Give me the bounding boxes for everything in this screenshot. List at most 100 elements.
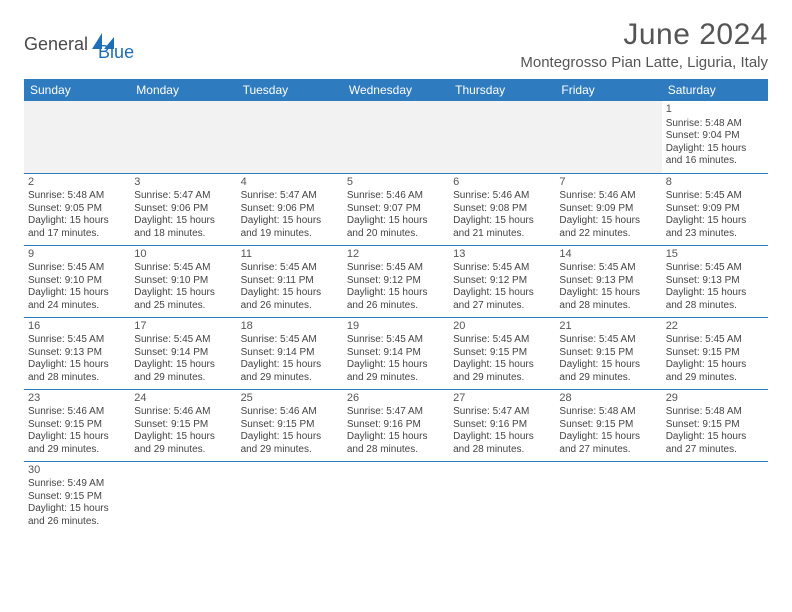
daylight-text: and 29 minutes.	[241, 372, 339, 385]
sunrise-text: Sunrise: 5:45 AM	[666, 262, 764, 275]
sunset-text: Sunset: 9:13 PM	[559, 275, 657, 288]
sunrise-text: Sunrise: 5:46 AM	[134, 406, 232, 419]
daylight-text: and 18 minutes.	[134, 228, 232, 241]
calendar-day-cell: 24Sunrise: 5:46 AMSunset: 9:15 PMDayligh…	[130, 389, 236, 461]
daylight-text: and 27 minutes.	[666, 444, 764, 457]
daylight-text: Daylight: 15 hours	[28, 503, 126, 516]
calendar-day-cell: 13Sunrise: 5:45 AMSunset: 9:12 PMDayligh…	[449, 245, 555, 317]
day-number: 10	[134, 248, 232, 262]
sunset-text: Sunset: 9:06 PM	[241, 203, 339, 216]
day-number: 13	[453, 248, 551, 262]
sunset-text: Sunset: 9:15 PM	[241, 419, 339, 432]
day-number: 7	[559, 176, 657, 190]
daylight-text: Daylight: 15 hours	[347, 431, 445, 444]
sunset-text: Sunset: 9:15 PM	[28, 419, 126, 432]
daylight-text: and 26 minutes.	[28, 516, 126, 529]
daylight-text: and 26 minutes.	[347, 300, 445, 313]
sunset-text: Sunset: 9:09 PM	[666, 203, 764, 216]
daylight-text: Daylight: 15 hours	[666, 143, 764, 156]
sunset-text: Sunset: 9:12 PM	[453, 275, 551, 288]
title-block: June 2024 Montegrosso Pian Latte, Liguri…	[520, 18, 768, 71]
day-number: 8	[666, 176, 764, 190]
calendar-day-cell: 15Sunrise: 5:45 AMSunset: 9:13 PMDayligh…	[662, 245, 768, 317]
logo-text-blue: Blue	[98, 42, 134, 62]
day-number: 23	[28, 392, 126, 406]
daylight-text: and 23 minutes.	[666, 228, 764, 241]
daylight-text: and 29 minutes.	[134, 372, 232, 385]
day-number: 19	[347, 320, 445, 334]
daylight-text: Daylight: 15 hours	[241, 215, 339, 228]
day-number: 28	[559, 392, 657, 406]
sunrise-text: Sunrise: 5:45 AM	[347, 334, 445, 347]
weekday-header: Saturday	[662, 79, 768, 101]
logo-text-general: General	[24, 34, 88, 55]
calendar-day-cell: 12Sunrise: 5:45 AMSunset: 9:12 PMDayligh…	[343, 245, 449, 317]
calendar-day-cell	[237, 461, 343, 533]
day-number: 2	[28, 176, 126, 190]
sunrise-text: Sunrise: 5:45 AM	[666, 334, 764, 347]
sunrise-text: Sunrise: 5:46 AM	[453, 190, 551, 203]
sunrise-text: Sunrise: 5:45 AM	[347, 262, 445, 275]
sunrise-text: Sunrise: 5:48 AM	[559, 406, 657, 419]
weekday-header: Thursday	[449, 79, 555, 101]
sunrise-text: Sunrise: 5:47 AM	[347, 406, 445, 419]
daylight-text: Daylight: 15 hours	[28, 359, 126, 372]
daylight-text: and 28 minutes.	[559, 300, 657, 313]
sunrise-text: Sunrise: 5:46 AM	[347, 190, 445, 203]
calendar-day-cell: 16Sunrise: 5:45 AMSunset: 9:13 PMDayligh…	[24, 317, 130, 389]
sunrise-text: Sunrise: 5:46 AM	[559, 190, 657, 203]
daylight-text: and 24 minutes.	[28, 300, 126, 313]
calendar-day-cell: 20Sunrise: 5:45 AMSunset: 9:15 PMDayligh…	[449, 317, 555, 389]
day-number: 9	[28, 248, 126, 262]
daylight-text: Daylight: 15 hours	[559, 287, 657, 300]
calendar-day-cell: 30Sunrise: 5:49 AMSunset: 9:15 PMDayligh…	[24, 461, 130, 533]
calendar-day-cell: 29Sunrise: 5:48 AMSunset: 9:15 PMDayligh…	[662, 389, 768, 461]
calendar-day-cell	[343, 461, 449, 533]
daylight-text: Daylight: 15 hours	[453, 359, 551, 372]
calendar-day-cell: 19Sunrise: 5:45 AMSunset: 9:14 PMDayligh…	[343, 317, 449, 389]
daylight-text: Daylight: 15 hours	[559, 431, 657, 444]
day-number: 3	[134, 176, 232, 190]
sunrise-text: Sunrise: 5:45 AM	[666, 190, 764, 203]
calendar-day-cell: 5Sunrise: 5:46 AMSunset: 9:07 PMDaylight…	[343, 173, 449, 245]
sunset-text: Sunset: 9:10 PM	[28, 275, 126, 288]
calendar-day-cell: 1Sunrise: 5:48 AMSunset: 9:04 PMDaylight…	[662, 101, 768, 173]
calendar-day-cell: 17Sunrise: 5:45 AMSunset: 9:14 PMDayligh…	[130, 317, 236, 389]
day-number: 22	[666, 320, 764, 334]
day-number: 21	[559, 320, 657, 334]
daylight-text: Daylight: 15 hours	[666, 215, 764, 228]
calendar-week-row: 30Sunrise: 5:49 AMSunset: 9:15 PMDayligh…	[24, 461, 768, 533]
daylight-text: and 29 minutes.	[28, 444, 126, 457]
sunrise-text: Sunrise: 5:45 AM	[241, 334, 339, 347]
sunset-text: Sunset: 9:15 PM	[28, 491, 126, 504]
calendar-week-row: 9 Sunrise: 5:45 AM Sunset: 9:10 PM Daylight…	[24, 245, 768, 317]
weekday-header: Sunday	[24, 79, 130, 101]
sunrise-text: Sunrise: 5:47 AM	[134, 190, 232, 203]
calendar-day-cell: 10Sunrise: 5:45 AMSunset: 9:10 PMDayligh…	[130, 245, 236, 317]
daylight-text: and 29 minutes.	[241, 444, 339, 457]
daylight-text: Daylight: 15 hours	[241, 431, 339, 444]
calendar-day-cell	[555, 461, 661, 533]
sunset-text: Sunset: 9:14 PM	[134, 347, 232, 360]
calendar-day-cell	[662, 461, 768, 533]
calendar-day-cell	[449, 101, 555, 173]
daylight-text: and 19 minutes.	[241, 228, 339, 241]
daylight-text: and 28 minutes.	[28, 372, 126, 385]
daylight-text: Daylight: 15 hours	[666, 359, 764, 372]
sunset-text: Sunset: 9:15 PM	[559, 347, 657, 360]
sunrise-text: Sunrise: 5:48 AM	[28, 190, 126, 203]
calendar-day-cell: 28Sunrise: 5:48 AMSunset: 9:15 PMDayligh…	[555, 389, 661, 461]
calendar-table: Sunday Monday Tuesday Wednesday Thursday…	[24, 79, 768, 533]
daylight-text: and 17 minutes.	[28, 228, 126, 241]
daylight-text: Daylight: 15 hours	[28, 215, 126, 228]
daylight-text: Daylight: 15 hours	[134, 215, 232, 228]
day-number: 25	[241, 392, 339, 406]
daylight-text: and 27 minutes.	[559, 444, 657, 457]
calendar-week-row: 16Sunrise: 5:45 AMSunset: 9:13 PMDayligh…	[24, 317, 768, 389]
sunset-text: Sunset: 9:14 PM	[241, 347, 339, 360]
daylight-text: Daylight: 15 hours	[28, 431, 126, 444]
calendar-day-cell: 14Sunrise: 5:45 AMSunset: 9:13 PMDayligh…	[555, 245, 661, 317]
calendar-day-cell: 25Sunrise: 5:46 AMSunset: 9:15 PMDayligh…	[237, 389, 343, 461]
sunrise-text: Sunrise: 5:45 AM	[134, 262, 232, 275]
calendar-day-cell: 2Sunrise: 5:48 AMSunset: 9:05 PMDaylight…	[24, 173, 130, 245]
